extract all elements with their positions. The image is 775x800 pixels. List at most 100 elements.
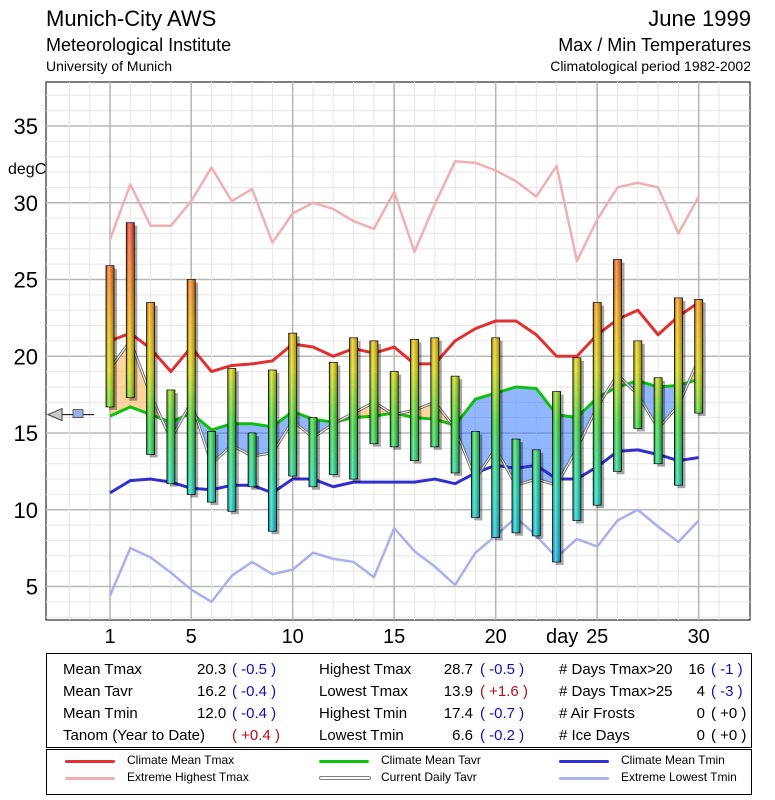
x-tick-label: 15 — [383, 626, 405, 648]
stat-value: 16.2 — [197, 683, 227, 700]
negative-anomaly-area — [495, 386, 516, 486]
extreme-lowest-tmin-line — [108, 508, 700, 604]
stat-label: # Days Tmax>20 — [559, 661, 673, 678]
month-title: June 1999 — [648, 6, 751, 31]
university-name: University of Munich — [46, 58, 173, 74]
y-tick-label: 15 — [14, 421, 38, 446]
positive-anomaly-area — [130, 340, 151, 415]
legend-climate-mean-tmin: Climate Mean Tmin — [621, 753, 725, 767]
statistics-panel: Mean Tmax 20.3 ( -0.5 ) Highest Tmax 28.… — [46, 653, 752, 748]
stat-anomaly: ( -0.5 ) — [480, 661, 525, 678]
climatological-period: Climatological period 1982-2002 — [550, 58, 751, 74]
stat-value: 28.7 — [443, 661, 473, 678]
marker-box — [72, 409, 84, 418]
bar-shading — [430, 337, 439, 447]
negative-anomaly-area — [658, 385, 679, 429]
negative-anomaly-area — [252, 423, 273, 457]
negative-anomaly-area — [475, 393, 496, 480]
bar-shading — [329, 362, 338, 475]
stat-value: 6.6 — [452, 727, 473, 744]
y-tick-label: 5 — [26, 575, 38, 600]
legend-swatch-climate-tmax — [65, 760, 115, 763]
bar-shading — [248, 433, 257, 487]
stat-anomaly: ( +0 ) — [711, 727, 747, 744]
bar-shading — [268, 370, 277, 532]
x-axis-label: day — [546, 626, 578, 648]
bar-shading — [694, 299, 703, 414]
legend-swatch-climate-tavr — [319, 760, 369, 763]
bar-shading — [288, 333, 297, 476]
bar-shading — [187, 279, 196, 495]
x-tick-label: 1 — [104, 626, 115, 648]
stat-label: Highest Tmin — [319, 705, 408, 722]
stat-label: Mean Tavr — [63, 683, 133, 700]
bar-shading — [410, 339, 419, 461]
bar-shading — [633, 340, 642, 429]
stat-label: Lowest Tmin — [319, 727, 404, 744]
legend-swatch-climate-tmin — [559, 760, 609, 763]
stat-value: 0 — [696, 705, 705, 722]
station-title: Munich-City AWS — [46, 6, 217, 31]
stat-anomaly: ( -0.4 ) — [232, 683, 277, 700]
stat-label: Mean Tmax — [63, 661, 142, 678]
stat-label: # Air Frosts — [559, 705, 635, 722]
x-tick-label: 10 — [282, 626, 304, 648]
stat-value: 13.9 — [443, 683, 473, 700]
negative-anomaly-area — [231, 423, 253, 457]
stat-value: 0 — [696, 727, 705, 744]
negative-anomaly-area — [536, 388, 557, 486]
bar-shading — [572, 357, 581, 521]
legend: Climate Mean Tmax Extreme Highest Tmax C… — [46, 749, 752, 795]
stat-value: 12.0 — [197, 705, 227, 722]
chart-title: Max / Min Temperatures — [558, 35, 751, 55]
negative-anomaly-area — [211, 423, 232, 464]
y-tick-label: 25 — [14, 268, 38, 293]
y-tick-label: 30 — [14, 191, 38, 216]
positive-anomaly-area — [414, 402, 435, 420]
x-tick-label: 25 — [586, 626, 608, 648]
stat-anomaly: ( -0.2 ) — [480, 727, 525, 744]
bar-shading — [491, 337, 500, 538]
stat-label: Tanom (Year to Date) — [63, 727, 206, 744]
bar-shading — [369, 340, 378, 444]
stat-label: Highest Tmax — [319, 661, 412, 678]
bar-shading — [227, 368, 236, 512]
legend-swatch-extreme-tmax — [65, 777, 115, 780]
bar-shading — [146, 302, 155, 455]
legend-extreme-highest-tmax: Extreme Highest Tmax — [127, 770, 249, 784]
extreme-highest-tmax-line — [108, 160, 700, 263]
bar-shading — [674, 297, 683, 486]
negative-anomaly-area — [556, 414, 577, 486]
stat-anomaly: ( -1 ) — [711, 661, 743, 678]
bar-shading — [593, 302, 602, 506]
y-axis-label: degC — [8, 161, 46, 178]
legend-climate-mean-tmax: Climate Mean Tmax — [127, 753, 235, 767]
legend-extreme-lowest-tmin: Extreme Lowest Tmin — [621, 770, 737, 784]
bar-shading — [106, 265, 114, 407]
stat-label: # Days Tmax>25 — [559, 683, 673, 700]
bar-shading — [390, 371, 399, 447]
y-tick-label: 35 — [14, 114, 38, 139]
bar-shading — [552, 391, 561, 562]
negative-anomaly-area — [516, 386, 537, 486]
legend-swatch-current-tavr — [319, 776, 371, 780]
x-tick-label: 20 — [485, 626, 507, 648]
bar-shading — [207, 431, 216, 503]
bar-shading — [451, 376, 460, 473]
stat-anomaly: ( -0.5 ) — [232, 661, 277, 678]
legend-current-daily-tavr: Current Daily Tavr — [381, 770, 477, 784]
stat-value: 4 — [696, 683, 705, 700]
stat-anomaly: ( +0.4 ) — [232, 727, 280, 744]
stat-anomaly: ( +0 ) — [711, 705, 747, 722]
bar-shading — [309, 417, 317, 487]
stat-anomaly: ( +1.6 ) — [480, 683, 528, 700]
x-tick-label: 5 — [186, 626, 197, 648]
positive-anomaly-area — [110, 340, 131, 417]
stat-anomaly: ( -0.7 ) — [480, 705, 525, 722]
bar-shading — [613, 259, 622, 472]
stat-anomaly: ( -0.4 ) — [232, 705, 277, 722]
x-tick-label: 30 — [688, 626, 710, 648]
negative-anomaly-area — [637, 380, 659, 429]
